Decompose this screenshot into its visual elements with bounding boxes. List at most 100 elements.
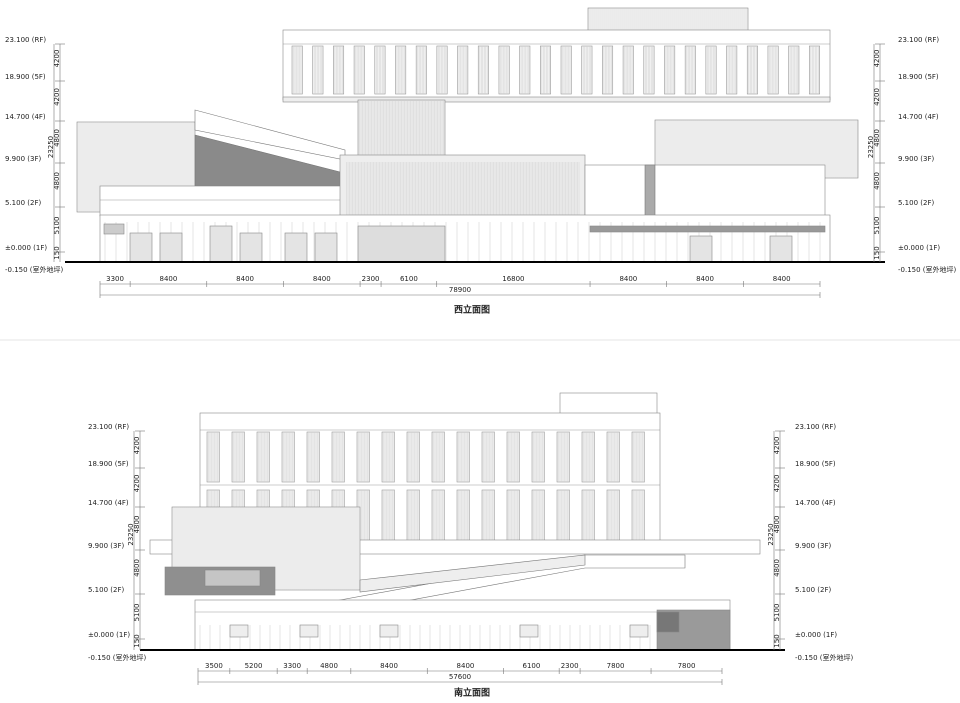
horizontal-dimension: 16800 <box>502 275 524 283</box>
horizontal-dimension: 2300 <box>561 662 579 670</box>
facade-panel <box>312 45 324 95</box>
facade-panel <box>705 45 717 95</box>
vertical-dimension: 4200 <box>873 50 881 68</box>
horizontal-dimension: 5200 <box>245 662 263 670</box>
horizontal-dimension: 8400 <box>160 275 178 283</box>
facade-panel <box>339 154 586 221</box>
level-label: -0.150 (室外地坪) <box>88 653 147 662</box>
facade-panel <box>477 45 489 95</box>
level-label: ±0.000 (1F) <box>795 631 837 639</box>
vertical-dimension: 4200 <box>773 475 781 493</box>
total-height: 23250 <box>767 523 775 545</box>
level-label: 23.100 (RF) <box>795 423 836 431</box>
horizontal-dimension: 8400 <box>696 275 714 283</box>
facade-panel <box>769 235 793 263</box>
facade-panel <box>560 45 572 95</box>
facade-panel <box>284 232 308 263</box>
level-label: 23.100 (RF) <box>898 36 939 44</box>
level-label: 9.900 (3F) <box>5 155 41 163</box>
vertical-dimension: 4800 <box>133 516 141 534</box>
level-label: -0.150 (室外地坪) <box>795 653 854 662</box>
facade-panel <box>767 45 779 95</box>
elevation-title: 西立面图 <box>454 304 490 316</box>
level-label: 18.900 (5F) <box>5 73 46 81</box>
elevation-title: 南立面图 <box>454 687 490 699</box>
facade-panel <box>99 185 346 217</box>
facade-panel <box>291 45 303 95</box>
facade-panel <box>314 232 338 263</box>
facade-panel <box>689 235 713 263</box>
vertical-dimension: 4200 <box>133 437 141 455</box>
level-label: 14.700 (4F) <box>898 113 939 121</box>
facade-panel <box>457 45 469 95</box>
facade-panel <box>684 45 696 95</box>
horizontal-dimension: 7800 <box>678 662 696 670</box>
facade-panel <box>664 45 676 95</box>
vertical-dimension: 4200 <box>873 88 881 106</box>
vertical-dimension: 4800 <box>873 129 881 147</box>
horizontal-dimension: 6100 <box>522 662 540 670</box>
facade-panel <box>282 29 831 101</box>
facade-shape <box>359 554 586 593</box>
horizontal-dimension: 3300 <box>283 662 301 670</box>
vertical-dimension: 4800 <box>773 516 781 534</box>
facade-panel <box>540 45 551 95</box>
facade-panel <box>333 45 345 95</box>
facade-panel <box>357 225 446 263</box>
level-label: ±0.000 (1F) <box>88 631 130 639</box>
level-label: 14.700 (4F) <box>795 499 836 507</box>
facade-panel <box>282 96 831 103</box>
facade-panel <box>159 232 183 263</box>
vertical-dimension: 4200 <box>773 437 781 455</box>
vertical-dimension: 4800 <box>53 129 61 147</box>
horizontal-dimension: 3300 <box>106 275 124 283</box>
level-label: -0.150 (室外地坪) <box>898 265 957 274</box>
vertical-dimension: 150 <box>873 246 881 259</box>
horizontal-dimension: 6100 <box>400 275 418 283</box>
facade-panel <box>519 624 539 638</box>
level-label: 14.700 (4F) <box>5 113 46 121</box>
facade-panel <box>436 45 448 95</box>
vertical-dimension: 5100 <box>773 604 781 622</box>
vertical-dimension: 5100 <box>53 217 61 235</box>
vertical-dimension: 150 <box>133 634 141 647</box>
vertical-dimension: 4800 <box>133 559 141 577</box>
horizontal-dimension: 4800 <box>320 662 338 670</box>
level-label: 9.900 (3F) <box>88 542 124 550</box>
total-width: 57600 <box>449 673 471 681</box>
facade-panel <box>602 45 614 95</box>
horizontal-dimension: 8400 <box>773 275 791 283</box>
horizontal-dimension: 2300 <box>362 275 380 283</box>
facade-panel <box>656 611 680 633</box>
vertical-dimension: 4200 <box>53 88 61 106</box>
level-label: ±0.000 (1F) <box>898 244 940 252</box>
vertical-dimension: 4800 <box>53 172 61 190</box>
total-height: 23250 <box>47 136 55 158</box>
facade-panel <box>194 599 731 651</box>
facade-panel <box>622 45 634 95</box>
facade-panel <box>209 225 233 263</box>
vertical-dimension: 4200 <box>133 475 141 493</box>
vertical-dimension: 5100 <box>133 604 141 622</box>
horizontal-dimension: 8400 <box>380 662 398 670</box>
total-height: 23250 <box>867 136 875 158</box>
facade-panel <box>746 45 758 95</box>
level-label: 14.700 (4F) <box>88 499 129 507</box>
horizontal-dimension: 8400 <box>619 275 637 283</box>
facade-panel <box>353 45 365 95</box>
level-label: 5.100 (2F) <box>88 586 124 594</box>
facade-panel <box>239 232 263 263</box>
facade-panel <box>498 45 510 95</box>
level-label: 18.900 (5F) <box>898 73 939 81</box>
horizontal-dimension: 7800 <box>607 662 625 670</box>
vertical-dimension: 4200 <box>53 50 61 68</box>
facade-panel <box>129 232 153 263</box>
level-label: 18.900 (5F) <box>88 460 129 468</box>
level-label: 5.100 (2F) <box>795 586 831 594</box>
total-height: 23250 <box>127 523 135 545</box>
facade-panel <box>788 45 800 95</box>
level-label: 18.900 (5F) <box>795 460 836 468</box>
facade-panel <box>643 45 655 95</box>
vertical-dimension: 150 <box>773 634 781 647</box>
level-label: 5.100 (2F) <box>5 199 41 207</box>
